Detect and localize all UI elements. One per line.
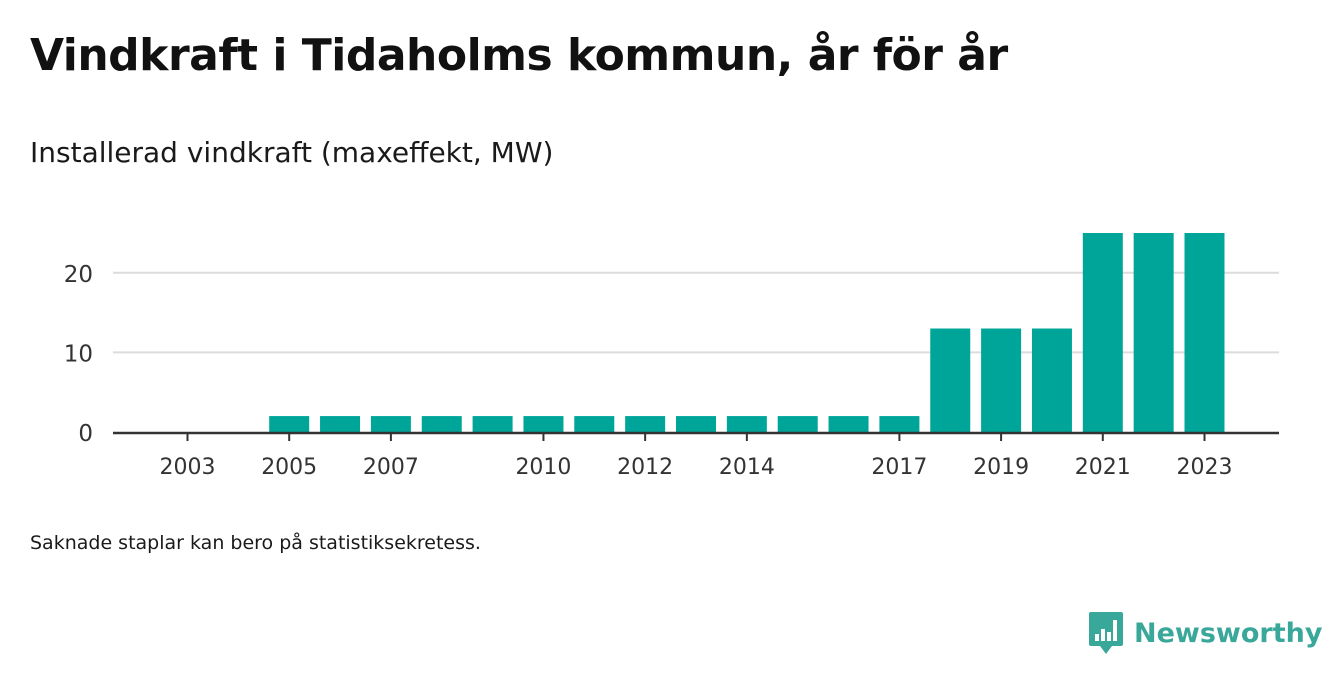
bar (320, 416, 361, 432)
x-tick-label: 2014 (719, 455, 775, 480)
bar (574, 416, 615, 432)
bar (421, 416, 462, 432)
bar (1031, 328, 1072, 432)
bar (777, 416, 818, 432)
y-tick-label: 20 (64, 262, 93, 288)
bar (879, 416, 920, 432)
x-tick-label: 2021 (1075, 455, 1131, 480)
x-tick-label: 2012 (617, 455, 673, 480)
newsworthy-brand[interactable]: Newsworthy (1088, 610, 1322, 656)
bar (625, 416, 666, 432)
x-tick-label: 2010 (515, 455, 571, 480)
bar (1082, 233, 1123, 432)
bar (930, 328, 971, 432)
chart-title: Vindkraft i Tidaholms kommun, år för år (30, 30, 1008, 81)
brand-name: Newsworthy (1134, 617, 1323, 649)
bar (1184, 233, 1225, 432)
bar (472, 416, 513, 432)
x-tick-label: 2005 (261, 455, 317, 480)
bar (1133, 233, 1174, 432)
newsworthy-logo-icon (1089, 612, 1123, 654)
x-tick-label: 2017 (871, 455, 927, 480)
chart-subtitle: Installerad vindkraft (maxeffekt, MW) (30, 136, 554, 169)
bar (269, 416, 310, 432)
footnote: Saknade staplar kan bero på statistiksek… (30, 532, 481, 554)
y-tick-label: 10 (64, 341, 93, 367)
x-tick-label: 2023 (1177, 455, 1233, 480)
bar-chart: 0 10 20 2003 2005 2007 2010 2012 2014 2017 2019 202… (64, 233, 1279, 480)
bar (523, 416, 564, 432)
x-tick-label: 2007 (363, 455, 419, 480)
bar (828, 416, 869, 432)
bars (269, 233, 1225, 432)
y-tick-label: 0 (78, 421, 93, 447)
x-tick-label: 2019 (973, 455, 1029, 480)
x-tick-label: 2003 (160, 455, 216, 480)
axes: 0 10 20 2003 2005 2007 2010 2012 2014 2017 2019 202… (64, 262, 1279, 480)
bar (726, 416, 767, 432)
bar (370, 416, 411, 432)
bar (676, 416, 716, 432)
bar (981, 328, 1022, 432)
